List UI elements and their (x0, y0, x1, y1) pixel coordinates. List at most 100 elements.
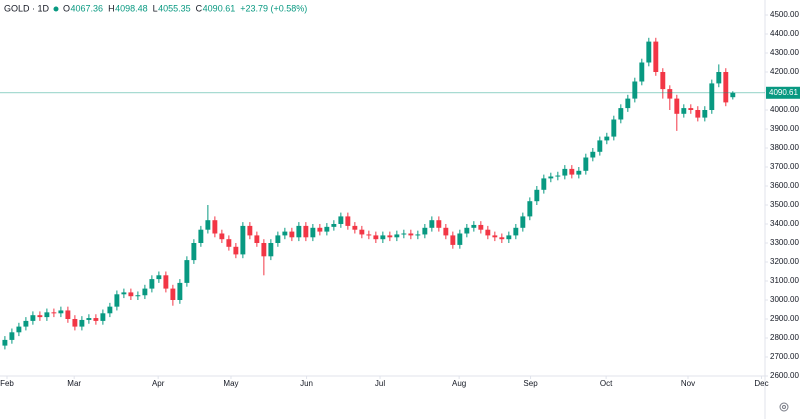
settings-icon[interactable] (779, 402, 789, 412)
candle-body (597, 140, 603, 152)
candle-body (667, 89, 673, 99)
candle-body (310, 227, 316, 238)
candle-body (730, 92, 736, 98)
candle-body (443, 227, 449, 236)
candle-body (289, 231, 295, 238)
candle-body (471, 224, 477, 228)
candle-body (16, 326, 22, 333)
candle-body (198, 229, 204, 243)
candle-body (254, 235, 260, 243)
y-tick-label: 3900.00 (770, 124, 799, 133)
ohlc-letter: O (63, 3, 70, 13)
candle-body (72, 319, 78, 327)
y-tick-label: 2600.00 (770, 371, 799, 380)
candle-body (184, 260, 190, 283)
candle-body (611, 119, 617, 137)
ohlc-value: 4090.61 (203, 3, 236, 13)
candle-body (121, 292, 127, 295)
candle-body (205, 220, 211, 230)
candle-body (408, 233, 414, 236)
ohlc-value: 4055.35 (158, 3, 191, 13)
y-tick-label: 3100.00 (770, 276, 799, 285)
candle-body (457, 233, 463, 245)
candle-body (65, 310, 71, 319)
candle-body (660, 72, 666, 90)
candle-body (44, 312, 50, 318)
candle-body (212, 220, 218, 234)
candle-body (30, 315, 36, 321)
candle-body (625, 98, 631, 109)
candle-body (9, 332, 15, 340)
y-tick-label: 4400.00 (770, 29, 799, 38)
candle-body (51, 312, 57, 314)
candle-body (653, 41, 659, 72)
candle-body (170, 288, 176, 300)
candle-body (646, 41, 652, 63)
candle-body (450, 235, 456, 245)
candle-body (632, 81, 638, 99)
candle-body (282, 231, 288, 236)
candle-body (415, 234, 421, 236)
x-tick-label: Jul (375, 379, 385, 388)
candle-body (86, 318, 92, 320)
ohlc-readout: O 4067.36 H 4098.48 L 4055.35 C 4090.61 +23.79 (… (63, 3, 307, 13)
candle-body (422, 227, 428, 235)
candle-body (429, 220, 435, 228)
candle-body (219, 233, 225, 240)
candle-body (303, 225, 309, 238)
candle-body (177, 282, 183, 300)
x-tick-label: Apr (152, 379, 165, 388)
y-tick-label: 3800.00 (770, 143, 799, 152)
y-tick-label: 2900.00 (770, 314, 799, 323)
candle-body (513, 227, 519, 236)
x-tick-label: Feb (0, 379, 14, 388)
candle-body (268, 243, 274, 257)
candle-body (275, 235, 281, 243)
symbol: GOLD · 1D (4, 3, 50, 13)
candle-body (191, 243, 197, 261)
candle-body (163, 275, 169, 289)
candle-body (534, 189, 540, 202)
ohlc-value: 4067.36 (71, 3, 104, 13)
ohlc-letter: H (108, 3, 115, 13)
candle-body (142, 288, 148, 296)
candle-body (485, 229, 491, 236)
candle-body (373, 235, 379, 240)
candle-body (576, 170, 582, 175)
x-tick-label: Sep (523, 379, 538, 388)
candle-body (100, 313, 106, 321)
candle-body (380, 235, 386, 240)
candle-body (135, 295, 141, 297)
candle-body (506, 235, 512, 240)
candle-body (709, 83, 715, 110)
x-tick-label: Jun (300, 379, 313, 388)
candle-body (58, 310, 64, 314)
y-tick-label: 3300.00 (770, 238, 799, 247)
x-tick-label: Aug (452, 379, 466, 388)
ohlc-value: 4098.48 (115, 3, 148, 13)
x-tick-label: Oct (600, 379, 613, 388)
candle-body (247, 225, 253, 236)
candle-body (639, 62, 645, 82)
candle-body (478, 224, 484, 230)
y-tick-label: 3700.00 (770, 162, 799, 171)
y-tick-label: 4000.00 (770, 105, 799, 114)
candle-body (338, 216, 344, 224)
y-tick-label: 4200.00 (770, 67, 799, 76)
y-tick-label: 3000.00 (770, 295, 799, 304)
y-tick-label: 2800.00 (770, 333, 799, 342)
change: +23.79 (+0.58%) (240, 3, 307, 13)
last-price-box (766, 86, 800, 99)
candle-body (149, 279, 155, 289)
candle-body (128, 292, 134, 297)
candle-body (723, 72, 729, 103)
candle-body (499, 237, 505, 240)
candle-body (352, 225, 358, 230)
candle-body (401, 233, 407, 235)
candle-body (79, 319, 85, 327)
candle-body (541, 178, 547, 190)
candle-body (296, 225, 302, 238)
candle-body (695, 110, 701, 118)
